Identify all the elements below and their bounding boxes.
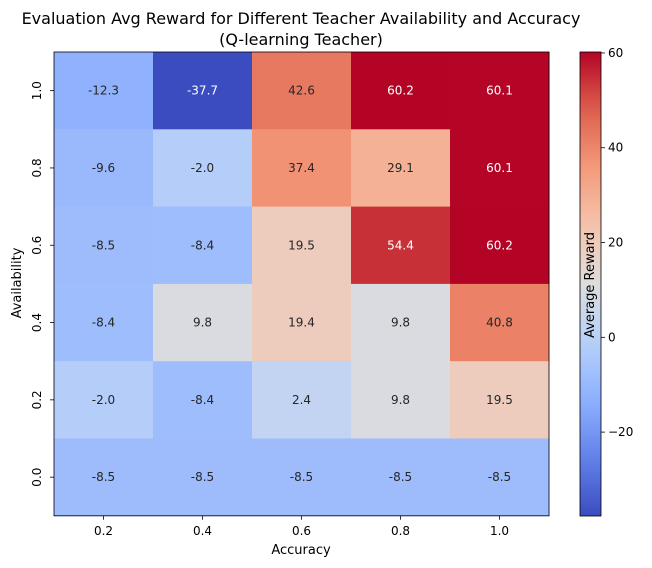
x-tick-label: 0.6 — [292, 524, 311, 538]
cell-value-label: -8.5 — [191, 470, 214, 484]
cell-value-label: 29.1 — [387, 161, 414, 175]
x-tick-label: 0.4 — [193, 524, 212, 538]
heatmap-cells: -12.3 -37.7 42.6 60.2 60.1 -9.6 -2.0 37.4 29.1 60… — [53, 51, 550, 517]
heatmap-cell — [450, 206, 550, 285]
colorbar-tick-label: 0 — [608, 330, 616, 344]
heatmap-cell — [153, 438, 253, 517]
y-tick-label: 0.6 — [30, 236, 44, 255]
y-tick-label: 0.2 — [30, 390, 44, 409]
cell-value-label: -2.0 — [92, 393, 115, 407]
heatmap-cell — [153, 283, 253, 362]
heatmap-cell — [252, 361, 352, 439]
y-tick-label: 0.0 — [30, 468, 44, 487]
cell-value-label: -8.5 — [488, 470, 511, 484]
cell-value-label: 40.8 — [486, 316, 513, 330]
heatmap-cell — [351, 283, 451, 362]
cell-value-label: 19.5 — [486, 393, 513, 407]
cell-value-label: -9.6 — [92, 161, 115, 175]
heatmap-cell — [252, 206, 352, 285]
cell-value-label: -8.5 — [92, 470, 115, 484]
cell-value-label: 9.8 — [391, 393, 410, 407]
cell-value-label: -8.5 — [290, 470, 313, 484]
heatmap-cell — [351, 438, 451, 517]
heatmap-cell — [54, 129, 154, 208]
cell-value-label: -2.0 — [191, 161, 214, 175]
cell-value-label: -8.4 — [191, 238, 214, 252]
heatmap-cell — [450, 438, 550, 517]
heatmap-cell — [153, 361, 253, 439]
cell-value-label: 60.1 — [486, 84, 513, 98]
cell-value-label: -8.4 — [191, 393, 214, 407]
heatmap-cell — [351, 129, 451, 208]
heatmap-cell — [351, 361, 451, 439]
y-tick-label: 1.0 — [30, 81, 44, 100]
colorbar-tick-label: 40 — [608, 141, 623, 155]
cell-value-label: 42.6 — [288, 84, 315, 98]
heatmap-cell — [252, 129, 352, 208]
heatmap-cell — [54, 361, 154, 439]
cell-value-label: 60.1 — [486, 161, 513, 175]
heatmap-cell — [153, 52, 253, 130]
heatmap-cell — [54, 283, 154, 362]
cell-value-label: 60.2 — [387, 84, 414, 98]
y-axis-label: Availability — [10, 247, 25, 318]
cell-value-label: 54.4 — [387, 238, 414, 252]
colorbar-tick-label: 20 — [608, 236, 623, 250]
heatmap-cell — [450, 361, 550, 439]
cell-value-label: 37.4 — [288, 161, 315, 175]
heatmap-cell — [351, 206, 451, 285]
cell-value-label: -12.3 — [88, 84, 119, 98]
cell-value-label: -8.5 — [92, 238, 115, 252]
cell-value-label: 9.8 — [193, 316, 212, 330]
heatmap-cell — [252, 283, 352, 362]
x-tick-label: 1.0 — [490, 524, 509, 538]
cell-value-label: 19.4 — [288, 316, 315, 330]
heatmap-cell — [153, 206, 253, 285]
cell-value-label: 2.4 — [292, 393, 311, 407]
y-tick-label: 0.8 — [30, 158, 44, 177]
x-tick-label: 0.8 — [391, 524, 410, 538]
colorbar-label: Average Reward — [583, 232, 598, 338]
cell-value-label: 60.2 — [486, 238, 513, 252]
y-axis-ticks: 1.0 0.8 0.6 0.4 0.2 0.0 — [30, 81, 54, 487]
cell-value-label: 19.5 — [288, 238, 315, 252]
heatmap-cell — [54, 438, 154, 517]
x-axis-ticks: 0.2 0.4 0.6 0.8 1.0 — [94, 515, 509, 538]
cell-value-label: -37.7 — [187, 84, 218, 98]
heatmap-cell — [153, 129, 253, 208]
cell-value-label: 9.8 — [391, 316, 410, 330]
heatmap-cell — [450, 283, 550, 362]
colorbar-gradient — [580, 52, 601, 516]
chart-subtitle: (Q-learning Teacher) — [219, 30, 383, 49]
heatmap-cell — [351, 52, 451, 130]
chart-title: Evaluation Avg Reward for Different Teac… — [22, 9, 581, 28]
cell-value-label: -8.5 — [389, 470, 412, 484]
heatmap-cell — [252, 438, 352, 517]
heatmap-cell — [252, 52, 352, 130]
colorbar-tick-label: 60 — [608, 46, 623, 60]
colorbar-tick-label: −20 — [608, 425, 633, 439]
colorbar: 60 40 20 0 −20 — [579, 46, 633, 517]
heatmap-cell — [450, 129, 550, 208]
x-tick-label: 0.2 — [94, 524, 113, 538]
colorbar-frame — [579, 51, 602, 517]
heatmap-cell — [54, 206, 154, 285]
y-tick-label: 0.4 — [30, 313, 44, 332]
heatmap-cell — [54, 52, 154, 130]
cell-value-label: -8.4 — [92, 316, 115, 330]
heatmap-cell — [450, 52, 550, 130]
x-axis-label: Accuracy — [271, 543, 331, 558]
